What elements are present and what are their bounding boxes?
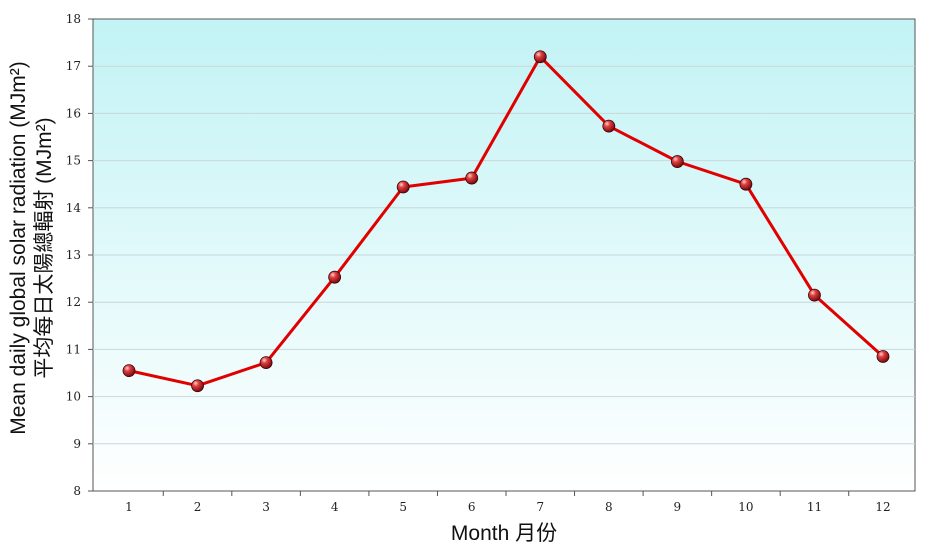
y-tick-label-18: 18 bbox=[66, 12, 81, 26]
x-tick-label-7: 7 bbox=[536, 500, 544, 514]
data-point-10 bbox=[739, 177, 753, 191]
data-point-11 bbox=[808, 288, 821, 302]
series-line bbox=[128, 55, 885, 388]
series-polyline-0 bbox=[128, 55, 885, 388]
data-point-6 bbox=[465, 171, 479, 185]
x-tick-label-3: 3 bbox=[262, 500, 270, 514]
data-point-8 bbox=[602, 119, 616, 133]
x-tick-label-6: 6 bbox=[468, 500, 476, 514]
data-point-7 bbox=[533, 50, 547, 64]
x-tick-label-4: 4 bbox=[331, 500, 339, 514]
x-tick-label-1: 1 bbox=[125, 500, 133, 514]
y-tick-label-9: 9 bbox=[73, 437, 81, 451]
x-axis-title: Month 月份 bbox=[451, 522, 557, 545]
x-tick-label-5: 5 bbox=[399, 500, 407, 514]
y-tick-label-8: 8 bbox=[73, 484, 81, 498]
y-tick-label-12: 12 bbox=[66, 295, 81, 309]
data-point-4 bbox=[328, 270, 342, 284]
y-tick-label-14: 14 bbox=[66, 201, 82, 215]
y-tick-label-15: 15 bbox=[66, 154, 81, 168]
data-markers bbox=[122, 50, 890, 393]
y-tick-label-16: 16 bbox=[66, 106, 81, 120]
grid-lines bbox=[93, 65, 915, 445]
data-point-12 bbox=[876, 350, 890, 363]
y-axis-title-zh: 平均每日太陽總輻射 (MJm²) bbox=[33, 117, 56, 378]
x-tick-label-12: 12 bbox=[875, 500, 890, 514]
x-tick-label-2: 2 bbox=[194, 500, 202, 514]
y-tick-label-10: 10 bbox=[66, 390, 81, 404]
y-tick-label-17: 17 bbox=[66, 59, 81, 73]
x-tick-label-10: 10 bbox=[738, 500, 753, 514]
data-point-1 bbox=[122, 364, 136, 378]
x-tick-label-8: 8 bbox=[605, 500, 613, 514]
y-axis-ticks: 8 9 10 11 12 13 14 15 16 17 18 bbox=[66, 12, 93, 498]
data-point-9 bbox=[670, 155, 684, 168]
y-tick-label-13: 13 bbox=[66, 248, 81, 262]
data-point-5 bbox=[396, 180, 410, 194]
x-axis-ticks: 1 2 3 4 5 6 7 8 9 10 11 12 bbox=[125, 491, 891, 514]
x-tick-label-11: 11 bbox=[807, 500, 822, 514]
data-point-3 bbox=[259, 356, 273, 370]
data-point-2 bbox=[191, 379, 204, 393]
y-axis-title: Mean daily global solar radiation (MJm²) bbox=[7, 61, 30, 434]
y-tick-label-11: 11 bbox=[66, 342, 81, 356]
x-tick-label-9: 9 bbox=[674, 500, 682, 514]
